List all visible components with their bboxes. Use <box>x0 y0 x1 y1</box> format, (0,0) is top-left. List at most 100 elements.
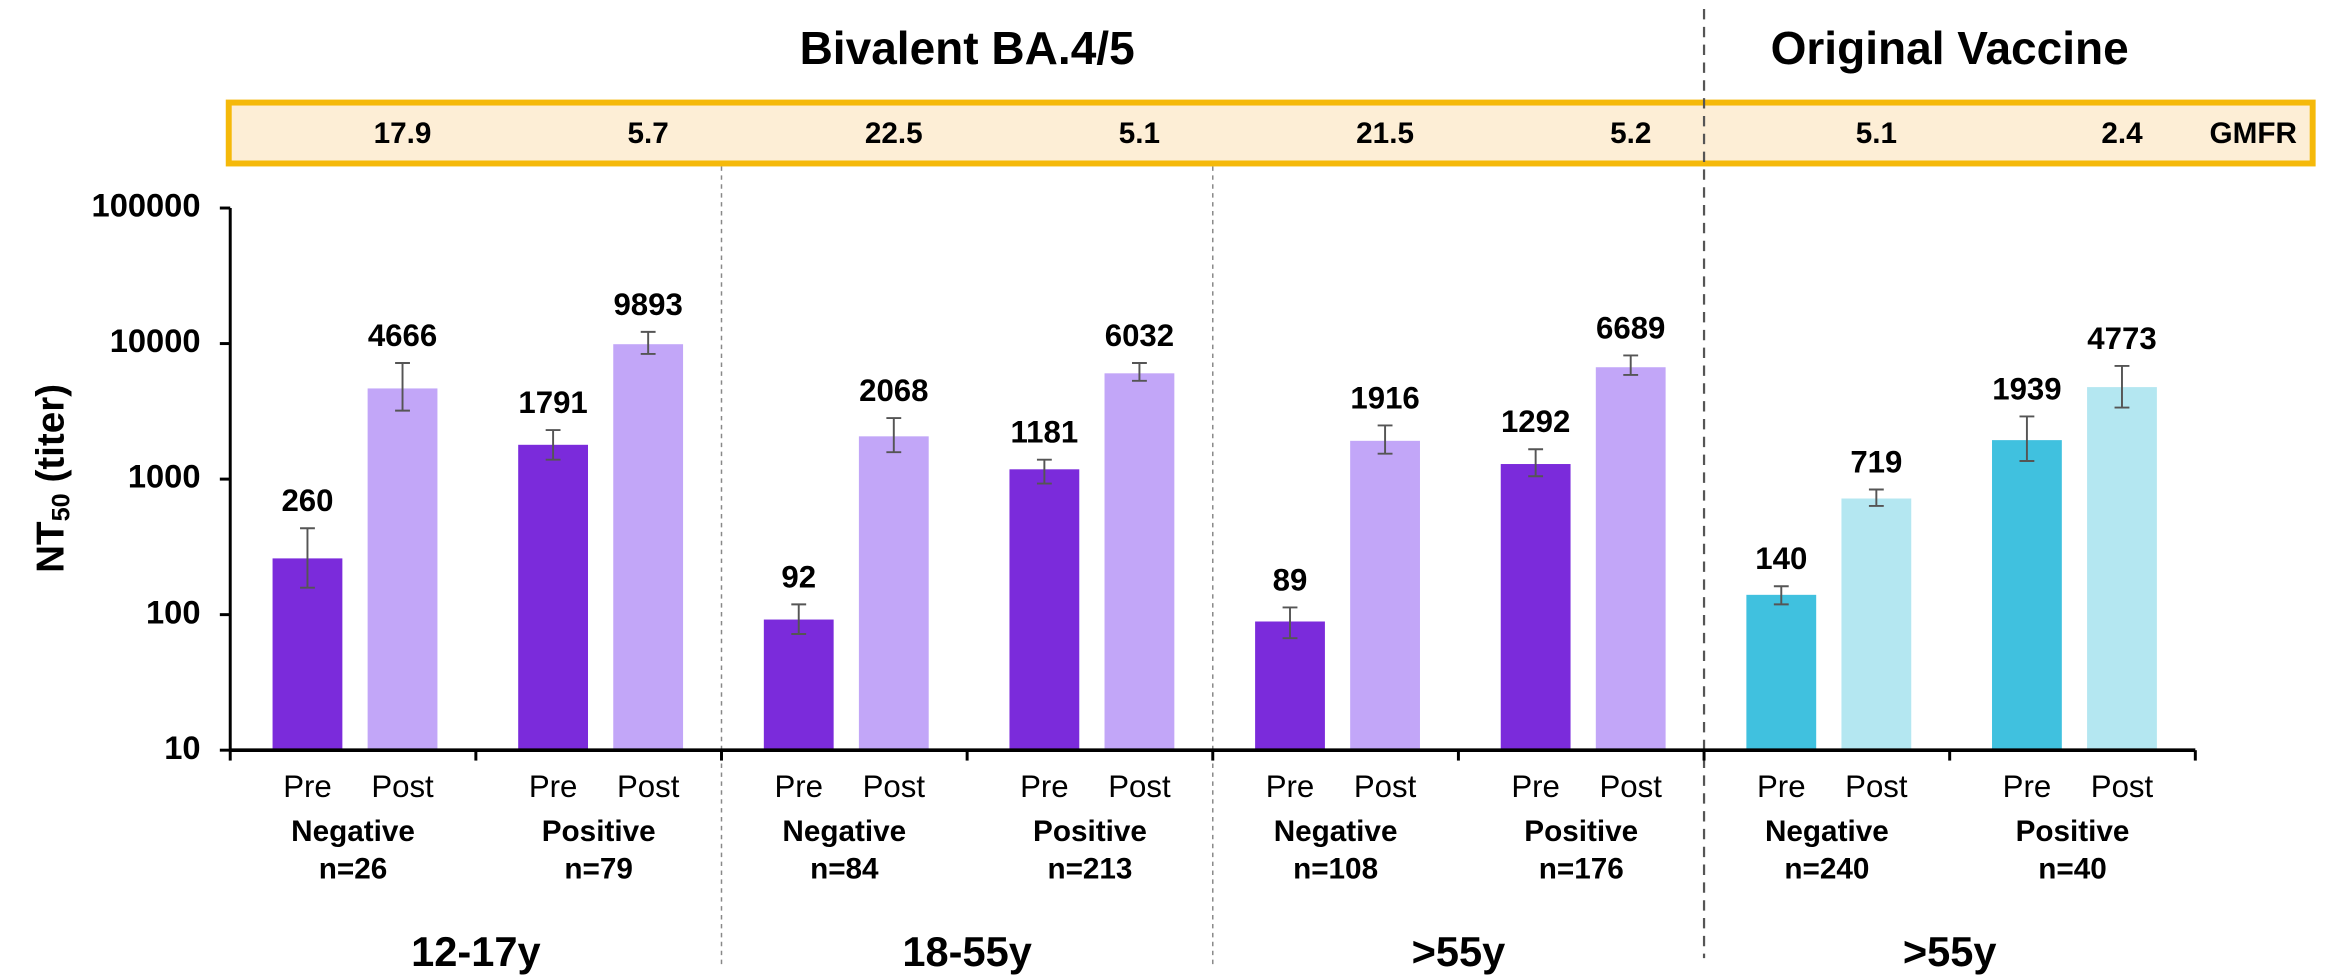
y-label-main: NT <box>30 521 73 573</box>
x-tick-label: Post <box>863 769 926 804</box>
x-tick-label: Post <box>1845 769 1908 804</box>
data-label: 2068 <box>859 373 928 408</box>
gmfr-label: GMFR <box>2210 117 2297 150</box>
error-bar <box>300 527 315 589</box>
bar <box>1104 373 1175 751</box>
group-label: Negative <box>782 815 906 848</box>
data-label: 140 <box>1755 541 1807 576</box>
x-tick-label: Pre <box>1757 769 1806 804</box>
group-n: n=240 <box>1784 852 1869 885</box>
error-bar <box>395 362 410 412</box>
group-label: Positive <box>1033 815 1147 848</box>
bar <box>518 444 589 751</box>
group-label: Negative <box>1765 815 1889 848</box>
section-header: Original Vaccine <box>1771 22 2129 74</box>
group-n: n=108 <box>1293 852 1378 885</box>
error-bar <box>545 429 561 461</box>
x-tick-label: Pre <box>1511 769 1560 804</box>
bar <box>1841 498 1912 751</box>
data-label: 1916 <box>1350 380 1419 415</box>
gmfr-value: 5.2 <box>1610 117 1651 150</box>
bar <box>1746 594 1817 751</box>
y-label-rest: (titer) <box>30 384 73 493</box>
x-tick-label: Post <box>1108 769 1171 804</box>
group-label: Positive <box>1524 815 1638 848</box>
gmfr-value: 21.5 <box>1356 117 1414 150</box>
error-bar <box>640 330 656 355</box>
x-tick-label: Pre <box>529 769 578 804</box>
data-label: 89 <box>1273 562 1308 597</box>
data-label: 6032 <box>1105 318 1174 353</box>
bar <box>858 436 929 751</box>
data-label: 4773 <box>2087 321 2156 356</box>
y-tick-label: 10 <box>164 729 200 766</box>
age-group-label: >55y <box>1412 928 1506 975</box>
error-bar <box>2114 364 2130 409</box>
gmfr-value: 17.9 <box>374 117 432 150</box>
error-bar <box>1623 354 1639 376</box>
group-n: n=213 <box>1047 852 1132 885</box>
y-tick-label: 1000 <box>128 458 201 495</box>
error-bar <box>2019 415 2035 462</box>
x-tick-label: Post <box>617 769 680 804</box>
group-n: n=79 <box>564 852 633 885</box>
y-tick-label: 100 <box>146 593 201 630</box>
age-group-label: >55y <box>1903 928 1997 975</box>
bar <box>763 619 834 751</box>
x-tick-label: Pre <box>2003 769 2052 804</box>
error-bar <box>1282 606 1298 640</box>
bar <box>1009 469 1080 751</box>
x-tick-label: Pre <box>283 769 332 804</box>
data-label: 719 <box>1850 444 1902 479</box>
x-tick-label: Post <box>1600 769 1663 804</box>
data-label: 1181 <box>1011 415 1079 450</box>
group-n: n=26 <box>319 852 388 885</box>
gmfr-band <box>225 99 2316 167</box>
age-group-label: 12-17y <box>411 928 540 975</box>
group-n: n=176 <box>1539 852 1624 885</box>
data-label: 1939 <box>1992 371 2061 406</box>
bar <box>1350 440 1420 751</box>
bar <box>1595 367 1666 751</box>
x-tick-label: Pre <box>774 769 823 804</box>
error-bar <box>1773 585 1789 606</box>
data-label: 4666 <box>368 318 437 353</box>
error-bar <box>1036 458 1052 485</box>
error-bar <box>886 417 902 454</box>
section-header: Bivalent BA.4/5 <box>800 22 1135 74</box>
y-tick-label: 10000 <box>110 322 201 359</box>
error-bar <box>1377 424 1393 455</box>
y-label-sub: 50 <box>47 493 75 521</box>
y-tick-label: 100000 <box>92 187 201 224</box>
bar <box>613 344 684 751</box>
group-label: Negative <box>1274 815 1398 848</box>
y-axis-label: NT50 (titer) <box>30 384 75 573</box>
x-tick-label: Pre <box>1020 769 1069 804</box>
error-bar <box>1132 362 1147 382</box>
data-label: 1292 <box>1501 404 1570 439</box>
error-bar <box>1868 488 1884 507</box>
error-bar <box>791 603 807 635</box>
group-label: Negative <box>291 815 415 848</box>
x-tick-label: Post <box>371 769 434 804</box>
bar <box>367 388 438 751</box>
data-label: 9893 <box>613 287 682 322</box>
age-group-label: 18-55y <box>902 928 1031 975</box>
gmfr-value: 5.7 <box>628 117 669 150</box>
gmfr-value: 5.1 <box>1119 117 1160 150</box>
data-label: 260 <box>281 483 333 518</box>
group-label: Positive <box>2016 815 2130 848</box>
bar <box>1500 464 1571 751</box>
gmfr-value: 2.4 <box>2101 117 2143 150</box>
gmfr-value: 5.1 <box>1856 117 1897 150</box>
x-tick-label: Post <box>2091 769 2154 804</box>
data-label: 6689 <box>1596 310 1665 345</box>
gmfr-value: 22.5 <box>865 117 923 150</box>
group-n: n=40 <box>2038 852 2106 885</box>
x-tick-label: Post <box>1354 769 1417 804</box>
group-label: Positive <box>542 815 656 848</box>
bar <box>2087 387 2157 751</box>
error-bar <box>1528 448 1544 478</box>
bar <box>272 558 343 751</box>
